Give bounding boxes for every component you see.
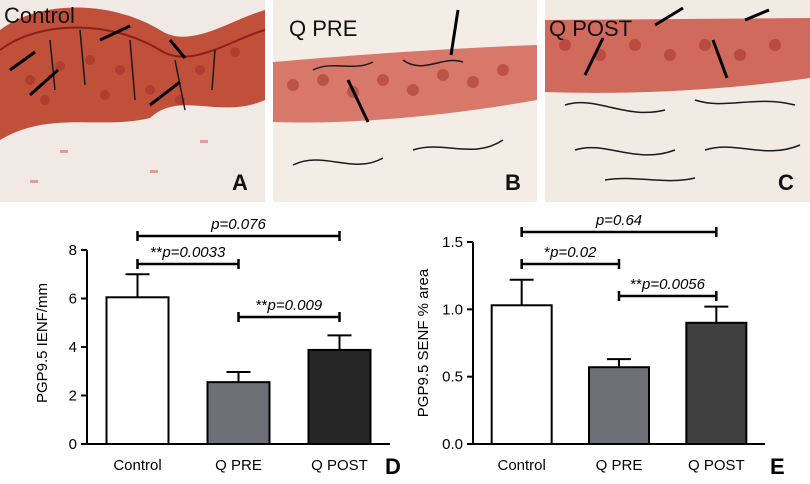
panel-a-letter: A — [232, 170, 248, 195]
chart-e-x-tick-label: Control — [497, 457, 545, 474]
panel-a-label: Control — [4, 3, 75, 28]
chart-e-panel-letter: E — [770, 454, 785, 479]
chart-d-comparison-label: p=0.076 — [210, 216, 266, 233]
panel-b-letter: B — [505, 170, 521, 195]
chart-d-y-tick-label: 8 — [69, 242, 77, 259]
chart-e-ylabel: PGP9.5 SENF % area — [415, 268, 432, 417]
chart-e-p-value: p=0.02 — [549, 244, 597, 261]
micrograph-control — [0, 0, 265, 202]
micrograph-q-pre — [273, 0, 537, 202]
chart-e-y-tick-label: 1.5 — [442, 234, 463, 251]
micrograph-q-post — [545, 0, 810, 202]
chart-e-bar — [588, 366, 650, 446]
panel-c-letter: C — [778, 170, 794, 195]
chart-d-ylabel: PGP9.5 IENF/mm — [34, 283, 51, 403]
chart-d-significance-stars: ** — [256, 297, 268, 314]
chart-d-significance-stars: ** — [151, 244, 163, 261]
chart-e-significance-stars: ** — [630, 276, 642, 293]
chart-e-p-value: p=0.64 — [595, 212, 642, 229]
chart-e-comparison-label: *p=0.02 — [544, 244, 597, 261]
chart-e-p-value: p=0.0056 — [641, 276, 706, 293]
chart-d-y-tick-label: 2 — [69, 388, 77, 405]
chart-e-bar — [490, 304, 553, 445]
chart-e-x-tick-label: Q POST — [688, 457, 745, 474]
chart-e-y-tick-label: 0.0 — [442, 436, 463, 453]
chart-e-x-tick-label: Q PRE — [596, 457, 643, 474]
chart-d-x-tick-label: Q POST — [311, 457, 368, 474]
chart-e-y-tick-label: 1.0 — [442, 301, 463, 318]
chart-d-y-tick-label: 0 — [69, 436, 77, 453]
panel-c-label: Q POST — [549, 16, 633, 41]
chart-d-y-tick-label: 6 — [69, 291, 77, 308]
panel-b-label: Q PRE — [289, 16, 358, 41]
chart-d-x-tick-label: Q PRE — [215, 457, 262, 474]
chart-d-y-tick-label: 4 — [69, 339, 77, 356]
chart-d-p-value: p=0.0033 — [161, 244, 226, 261]
chart-e-y-tick-label: 0.5 — [442, 369, 463, 386]
chart-d-panel-letter: D — [385, 454, 401, 479]
chart-d-x-tick-label: Control — [113, 457, 161, 474]
chart-d-p-value: p=0.009 — [267, 297, 323, 314]
chart-d-p-value: p=0.076 — [210, 216, 266, 233]
chart-e-bar — [685, 321, 748, 445]
chart-d-bar — [105, 296, 170, 445]
chart-d-comparison-label: **p=0.0033 — [151, 244, 226, 261]
chart-e-comparison-label: p=0.64 — [595, 212, 642, 229]
chart-d-bar — [307, 348, 372, 445]
chart-d-comparison-label: **p=0.009 — [256, 297, 323, 314]
chart-e-significance-stars: * — [544, 244, 550, 261]
chart-d-bar — [206, 381, 271, 446]
chart-e-comparison-label: **p=0.0056 — [630, 276, 705, 293]
